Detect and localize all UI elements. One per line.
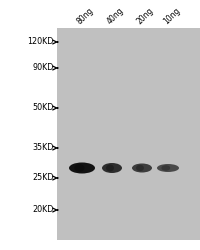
- Text: 20ng: 20ng: [136, 6, 156, 26]
- Ellipse shape: [69, 162, 95, 173]
- Ellipse shape: [161, 165, 170, 171]
- Bar: [57, 28, 200, 240]
- Text: 50KD: 50KD: [33, 104, 54, 112]
- Text: 35KD: 35KD: [33, 144, 54, 152]
- Text: 20KD: 20KD: [33, 206, 54, 214]
- Ellipse shape: [132, 164, 152, 172]
- Text: 90KD: 90KD: [33, 64, 54, 72]
- Ellipse shape: [106, 164, 114, 172]
- Ellipse shape: [102, 163, 122, 173]
- Text: 40ng: 40ng: [106, 6, 126, 26]
- Text: 80ng: 80ng: [76, 6, 96, 26]
- Text: 10ng: 10ng: [162, 6, 182, 26]
- Ellipse shape: [136, 165, 144, 171]
- Ellipse shape: [157, 164, 179, 172]
- Text: 120KD: 120KD: [28, 38, 54, 46]
- Text: 25KD: 25KD: [32, 174, 54, 182]
- Ellipse shape: [74, 164, 85, 172]
